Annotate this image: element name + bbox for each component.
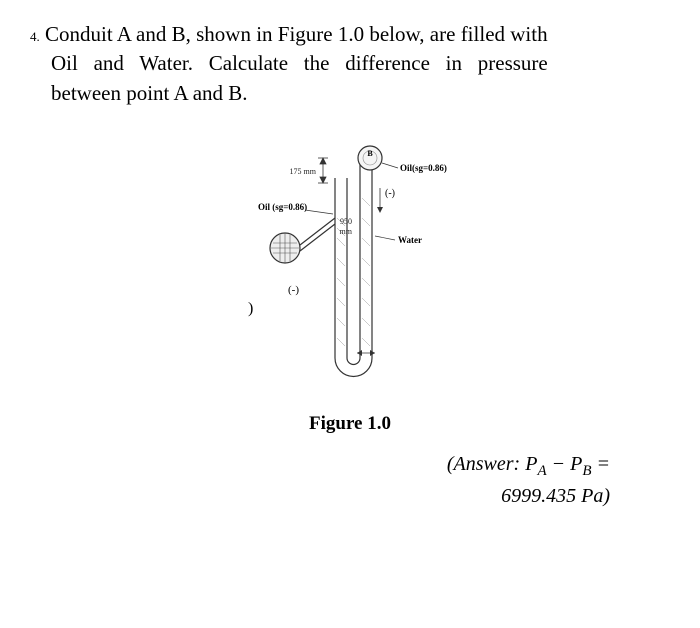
manometer-diagram: B 175 mm Oil(sg=0. bbox=[210, 128, 490, 408]
problem-statement: 4. Conduit A and B, shown in Figure 1.0 … bbox=[30, 20, 670, 108]
label-B: B bbox=[367, 149, 373, 158]
answer-subB: B bbox=[582, 463, 591, 479]
figure-caption: Figure 1.0 bbox=[30, 413, 670, 435]
label-oil-left: Oil (sg=0.86) bbox=[258, 202, 307, 212]
problem-l2-w6: difference bbox=[345, 51, 430, 75]
problem-l2-w7: in bbox=[446, 51, 462, 75]
problem-l2-w4: Calculate bbox=[209, 51, 288, 75]
figure-container: B 175 mm Oil(sg=0. bbox=[30, 128, 670, 408]
answer-eq: = bbox=[592, 453, 611, 475]
label-minus-right: (‐) bbox=[385, 188, 395, 199]
label-950-mm: mm bbox=[340, 227, 353, 236]
answer-subA: A bbox=[537, 463, 546, 479]
answer-value: 6999.435 Pa) bbox=[501, 485, 610, 507]
label-oil-right: Oil(sg=0.86) bbox=[400, 163, 447, 173]
problem-l2-w8: pressure bbox=[478, 51, 548, 75]
problem-l2-w2: and bbox=[94, 51, 124, 75]
stray-paren: ) bbox=[248, 300, 253, 317]
problem-line3: between point A and B. bbox=[51, 81, 248, 105]
label-175mm: 175 mm bbox=[290, 167, 317, 176]
label-water: Water bbox=[398, 235, 422, 245]
problem-l2-w5: the bbox=[304, 51, 330, 75]
question-number: 4. bbox=[30, 29, 40, 44]
answer-text: (Answer: PA − PB = 6999.435 Pa) bbox=[30, 450, 670, 510]
label-950: 950 bbox=[340, 217, 352, 226]
conduit-a-icon bbox=[270, 218, 335, 263]
answer-minus: − P bbox=[547, 453, 583, 475]
problem-l2-w3: Water. bbox=[139, 51, 193, 75]
problem-l2-w1: Oil bbox=[51, 51, 78, 75]
label-minus-left: (‐) bbox=[288, 284, 299, 296]
problem-line1: Conduit A and B, shown in Figure 1.0 bel… bbox=[45, 22, 548, 46]
answer-prefix: (Answer: P bbox=[447, 453, 538, 475]
